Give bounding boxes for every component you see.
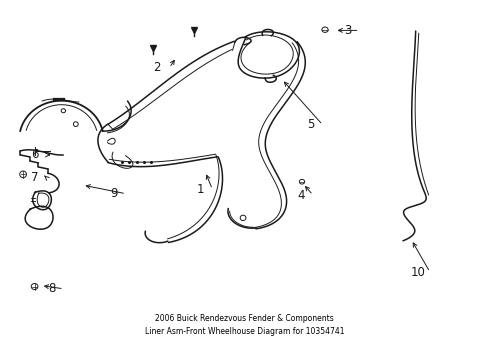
Text: 7: 7 [31,171,38,184]
Text: 3: 3 [343,24,350,37]
Text: 2006 Buick Rendezvous Fender & Components
Liner Asm-Front Wheelhouse Diagram for: 2006 Buick Rendezvous Fender & Component… [144,314,344,336]
Ellipse shape [61,109,65,113]
Ellipse shape [321,27,327,32]
Text: 5: 5 [306,118,314,131]
Text: 1: 1 [196,183,204,196]
Ellipse shape [20,171,26,178]
Text: 9: 9 [110,187,118,200]
Text: 4: 4 [297,189,304,202]
Ellipse shape [299,179,304,184]
Text: 10: 10 [410,266,425,279]
Ellipse shape [31,283,38,289]
Text: 6: 6 [31,148,38,161]
Ellipse shape [73,122,78,126]
Text: 8: 8 [48,282,56,295]
Text: 2: 2 [153,62,161,75]
